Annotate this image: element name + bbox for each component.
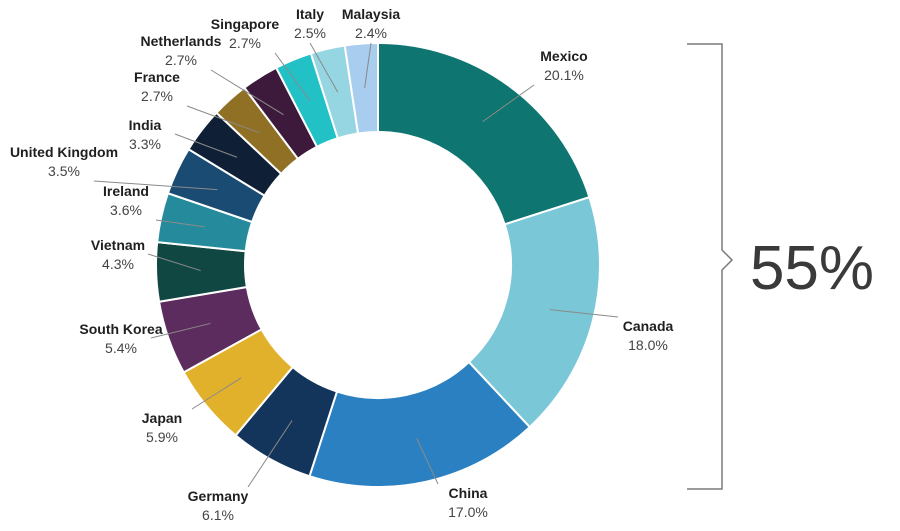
leader-united-kingdom [93,180,218,191]
leader-china [416,438,439,485]
leader-ireland [155,219,205,228]
leader-netherlands [210,69,284,116]
label-name-united-kingdom: United Kingdom [10,144,118,160]
label-name-south-korea: South Korea [79,321,162,337]
label-value-netherlands: 2.7% [165,52,197,68]
leader-italy [309,42,339,93]
label-name-china: China [449,485,488,501]
label-value-canada: 18.0% [628,337,668,353]
leader-vietnam [147,253,201,272]
label-name-singapore: Singapore [211,16,280,32]
label-value-china: 17.0% [448,504,488,520]
leader-south-korea [150,322,211,339]
label-name-italy: Italy [296,6,324,22]
leader-canada [549,309,619,318]
label-value-italy: 2.5% [294,25,326,41]
slice-labels: Mexico 20.1% Canada 18.0% China 17.0% Germany 6… [10,6,674,523]
leader-germany [247,420,293,488]
label-name-ireland: Ireland [103,183,149,199]
leader-singapore [274,52,311,102]
top-three-bracket [687,43,734,490]
label-value-vietnam: 4.3% [102,256,134,272]
label-name-germany: Germany [188,488,249,504]
slice-china [308,360,532,488]
label-name-japan: Japan [142,410,182,426]
label-value-singapore: 2.7% [229,35,261,51]
label-name-vietnam: Vietnam [91,237,145,253]
leader-japan [191,377,242,410]
leader-india [174,133,238,158]
label-name-canada: Canada [623,318,674,334]
label-value-france: 2.7% [141,88,173,104]
leader-malaysia [364,42,372,89]
label-value-mexico: 20.1% [544,67,584,83]
leader-mexico [482,84,535,123]
slice-canada [467,195,601,429]
label-value-germany: 6.1% [202,507,234,523]
slice-malaysia [343,41,379,135]
label-name-india: India [129,117,162,133]
label-value-japan: 5.9% [146,429,178,445]
top-three-share-annotation: 55% [750,234,874,303]
label-name-netherlands: Netherlands [141,33,222,49]
slice-mexico [377,41,591,226]
label-value-malaysia: 2.4% [355,25,387,41]
label-name-france: France [134,69,180,85]
leader-france [186,105,260,134]
leader-lines [93,42,619,488]
label-value-south-korea: 5.4% [105,340,137,356]
label-value-ireland: 3.6% [110,202,142,218]
label-value-united-kingdom: 3.5% [48,163,80,179]
label-name-mexico: Mexico [540,48,587,64]
donut-slices [155,41,601,488]
label-name-malaysia: Malaysia [342,6,401,22]
label-value-india: 3.3% [129,136,161,152]
